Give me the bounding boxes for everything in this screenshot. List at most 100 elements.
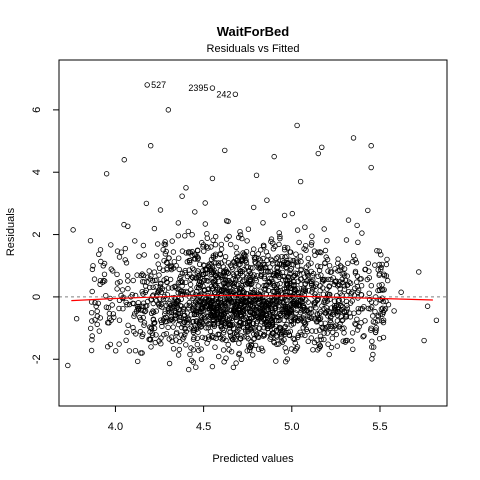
- reference-lines: [59, 294, 447, 302]
- data-point: [221, 298, 228, 304]
- data-point: [236, 289, 243, 296]
- data-point: [280, 273, 286, 280]
- data-point: [142, 308, 149, 314]
- data-point: [200, 271, 206, 277]
- data-point: [230, 282, 236, 288]
- data-point: [237, 268, 244, 274]
- data-point: [334, 318, 341, 324]
- data-point: [188, 357, 195, 364]
- data-point: [89, 318, 95, 324]
- data-point: [292, 314, 298, 320]
- data-point: [248, 343, 255, 349]
- data-point: [171, 283, 178, 290]
- data-point: [193, 274, 199, 281]
- data-point: [253, 172, 260, 179]
- data-point: [218, 272, 224, 279]
- data-point: [376, 282, 382, 288]
- data-point: [89, 266, 96, 273]
- data-point: [281, 246, 288, 253]
- data-point: [301, 313, 307, 319]
- data-point: [266, 301, 272, 307]
- data-point: [333, 310, 339, 316]
- data-point: [308, 260, 314, 266]
- data-point: [154, 241, 161, 247]
- data-point: [305, 277, 311, 283]
- data-point: [215, 318, 222, 324]
- data-point: [123, 337, 129, 343]
- data-point: [220, 347, 227, 353]
- data-point: [187, 249, 193, 256]
- data-point: [103, 171, 110, 177]
- data-point: [169, 238, 175, 244]
- data-point: [381, 287, 387, 293]
- data-point: [311, 248, 318, 254]
- data-point: [310, 270, 317, 277]
- data-point: [391, 308, 397, 314]
- data-point: [364, 276, 370, 283]
- data-point: [228, 308, 234, 314]
- data-point: [198, 306, 204, 313]
- data-point: [97, 315, 103, 321]
- data-point: [322, 320, 328, 326]
- data-point: [229, 266, 236, 272]
- data-point: [184, 259, 190, 265]
- data-point: [158, 335, 164, 341]
- data-point: [222, 307, 228, 313]
- data-point: [237, 261, 243, 267]
- data-point: [352, 321, 358, 327]
- data-point: [175, 298, 182, 304]
- data-point: [341, 266, 348, 272]
- data-point: [251, 310, 257, 317]
- data-point: [206, 322, 213, 328]
- data-point: [380, 309, 387, 315]
- data-point: [279, 299, 285, 305]
- data-point: [161, 241, 167, 247]
- data-point: [157, 281, 164, 287]
- data-point: [184, 320, 190, 326]
- data-point: [294, 227, 301, 233]
- data-point: [321, 226, 327, 232]
- data-point: [284, 313, 290, 320]
- data-point: [97, 281, 103, 287]
- data-point: [233, 244, 239, 250]
- data-point: [218, 241, 224, 248]
- data-point: [370, 313, 376, 319]
- data-point: [302, 281, 308, 287]
- data-point: [263, 292, 270, 298]
- data-point: [196, 284, 202, 291]
- data-point: [249, 352, 256, 358]
- data-point: [177, 279, 183, 285]
- data-point: [179, 193, 185, 199]
- data-point: [219, 287, 225, 294]
- data-point: [303, 326, 310, 333]
- data-point: [319, 324, 325, 330]
- data-point: [250, 265, 256, 271]
- data-point: [131, 313, 137, 319]
- data-point: [273, 286, 280, 292]
- data-point: [312, 252, 318, 258]
- data-point: [179, 291, 186, 298]
- data-point: [122, 245, 128, 252]
- data-point: [88, 347, 95, 354]
- data-point: [175, 220, 181, 226]
- data-point: [270, 261, 276, 267]
- data-point: [209, 267, 215, 273]
- data-point: [374, 247, 380, 254]
- data-point: [368, 143, 374, 149]
- data-point: [242, 313, 248, 319]
- data-point: [190, 347, 197, 353]
- data-point: [217, 335, 224, 341]
- data-point: [204, 303, 211, 310]
- data-point: [150, 300, 156, 307]
- data-point: [172, 312, 178, 319]
- data-point: [175, 290, 181, 296]
- data-points: [65, 107, 440, 373]
- data-point: [298, 307, 304, 314]
- data-point: [249, 280, 255, 287]
- chart-subtitle: Residuals vs Fitted: [207, 43, 300, 55]
- data-point: [94, 313, 101, 319]
- data-point: [333, 331, 339, 338]
- data-point: [270, 240, 276, 246]
- data-point: [239, 306, 246, 312]
- data-point: [96, 328, 102, 334]
